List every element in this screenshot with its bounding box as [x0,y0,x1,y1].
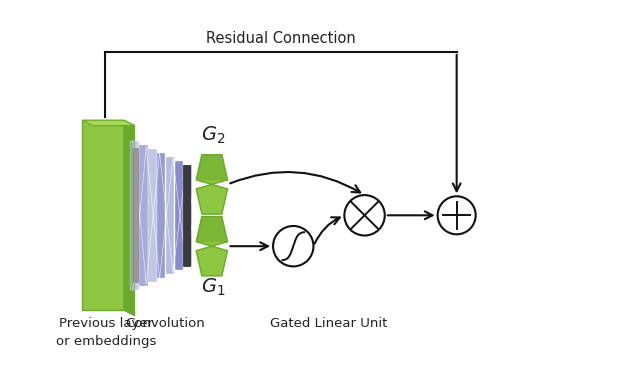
Circle shape [344,195,385,235]
Polygon shape [148,149,157,282]
Circle shape [438,196,476,234]
Text: $G_1$: $G_1$ [201,277,225,298]
Text: Previous layer
or embeddings: Previous layer or embeddings [56,317,156,349]
Polygon shape [196,217,228,242]
Bar [133,149,138,282]
Polygon shape [196,155,228,180]
Polygon shape [83,120,134,126]
Text: Residual Connection: Residual Connection [206,31,356,46]
Polygon shape [196,184,228,214]
Bar [183,165,190,266]
Polygon shape [140,145,148,286]
Text: Convolution: Convolution [125,317,205,331]
Polygon shape [157,153,166,278]
Polygon shape [196,246,228,276]
Text: $G_2$: $G_2$ [201,124,225,146]
Polygon shape [196,155,228,184]
Polygon shape [184,165,192,266]
Polygon shape [175,161,183,270]
Polygon shape [166,157,174,274]
Polygon shape [124,120,134,316]
Polygon shape [196,217,228,246]
Circle shape [273,226,314,266]
Text: Gated Linear Unit: Gated Linear Unit [270,317,388,331]
Polygon shape [131,141,139,289]
Polygon shape [83,120,124,310]
